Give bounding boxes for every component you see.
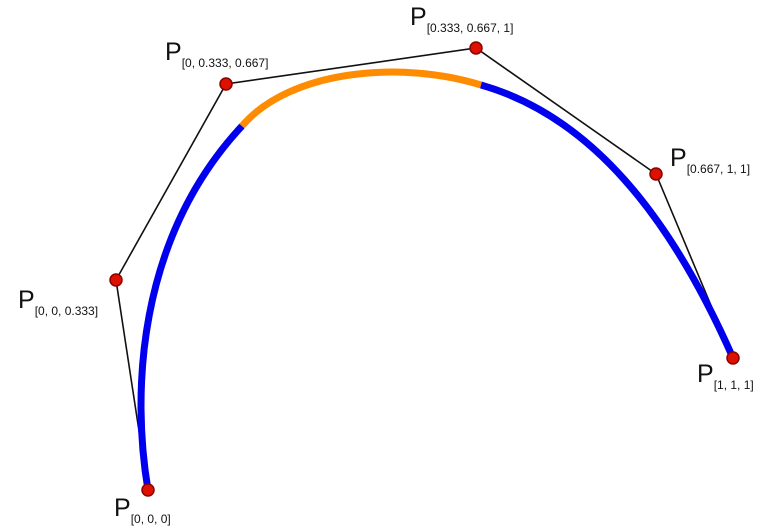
curve-segment-highlight: [239, 68, 483, 129]
label-sub-0: [0, 0, 0]: [131, 512, 171, 526]
label-main-3: P: [410, 3, 427, 31]
label-sub-2: [0, 0.333, 0.667]: [182, 56, 269, 70]
control-point-label-5: P[1, 1, 1]: [697, 360, 754, 392]
control-point-label-0: P[0, 0, 0]: [114, 494, 171, 526]
label-main-1: P: [18, 286, 35, 314]
control-polygon: [115, 47, 734, 491]
control-point-1[interactable]: [109, 273, 123, 287]
label-sub-1: [0, 0, 0.333]: [35, 304, 98, 318]
control-point-label-2: P[0, 0.333, 0.667]: [165, 38, 268, 70]
control-point-0[interactable]: [141, 483, 155, 497]
control-point-5[interactable]: [726, 351, 740, 365]
curve-segment-left: [137, 123, 245, 491]
label-main-4: P: [670, 144, 687, 172]
control-point-label-1: P[0, 0, 0.333]: [18, 286, 98, 318]
control-point-label-3: P[0.333, 0.667, 1]: [410, 3, 513, 35]
label-sub-3: [0.333, 0.667, 1]: [427, 21, 514, 35]
curve-segment-right: [480, 81, 737, 360]
label-main-2: P: [165, 38, 182, 66]
label-sub-5: [1, 1, 1]: [714, 378, 754, 392]
control-point-4[interactable]: [649, 167, 663, 181]
control-point-label-4: P[0.667, 1, 1]: [670, 144, 750, 176]
control-point-3[interactable]: [469, 41, 483, 55]
label-main-5: P: [697, 360, 714, 388]
label-main-0: P: [114, 494, 131, 522]
control-point-2[interactable]: [219, 77, 233, 91]
label-sub-4: [0.667, 1, 1]: [687, 162, 750, 176]
